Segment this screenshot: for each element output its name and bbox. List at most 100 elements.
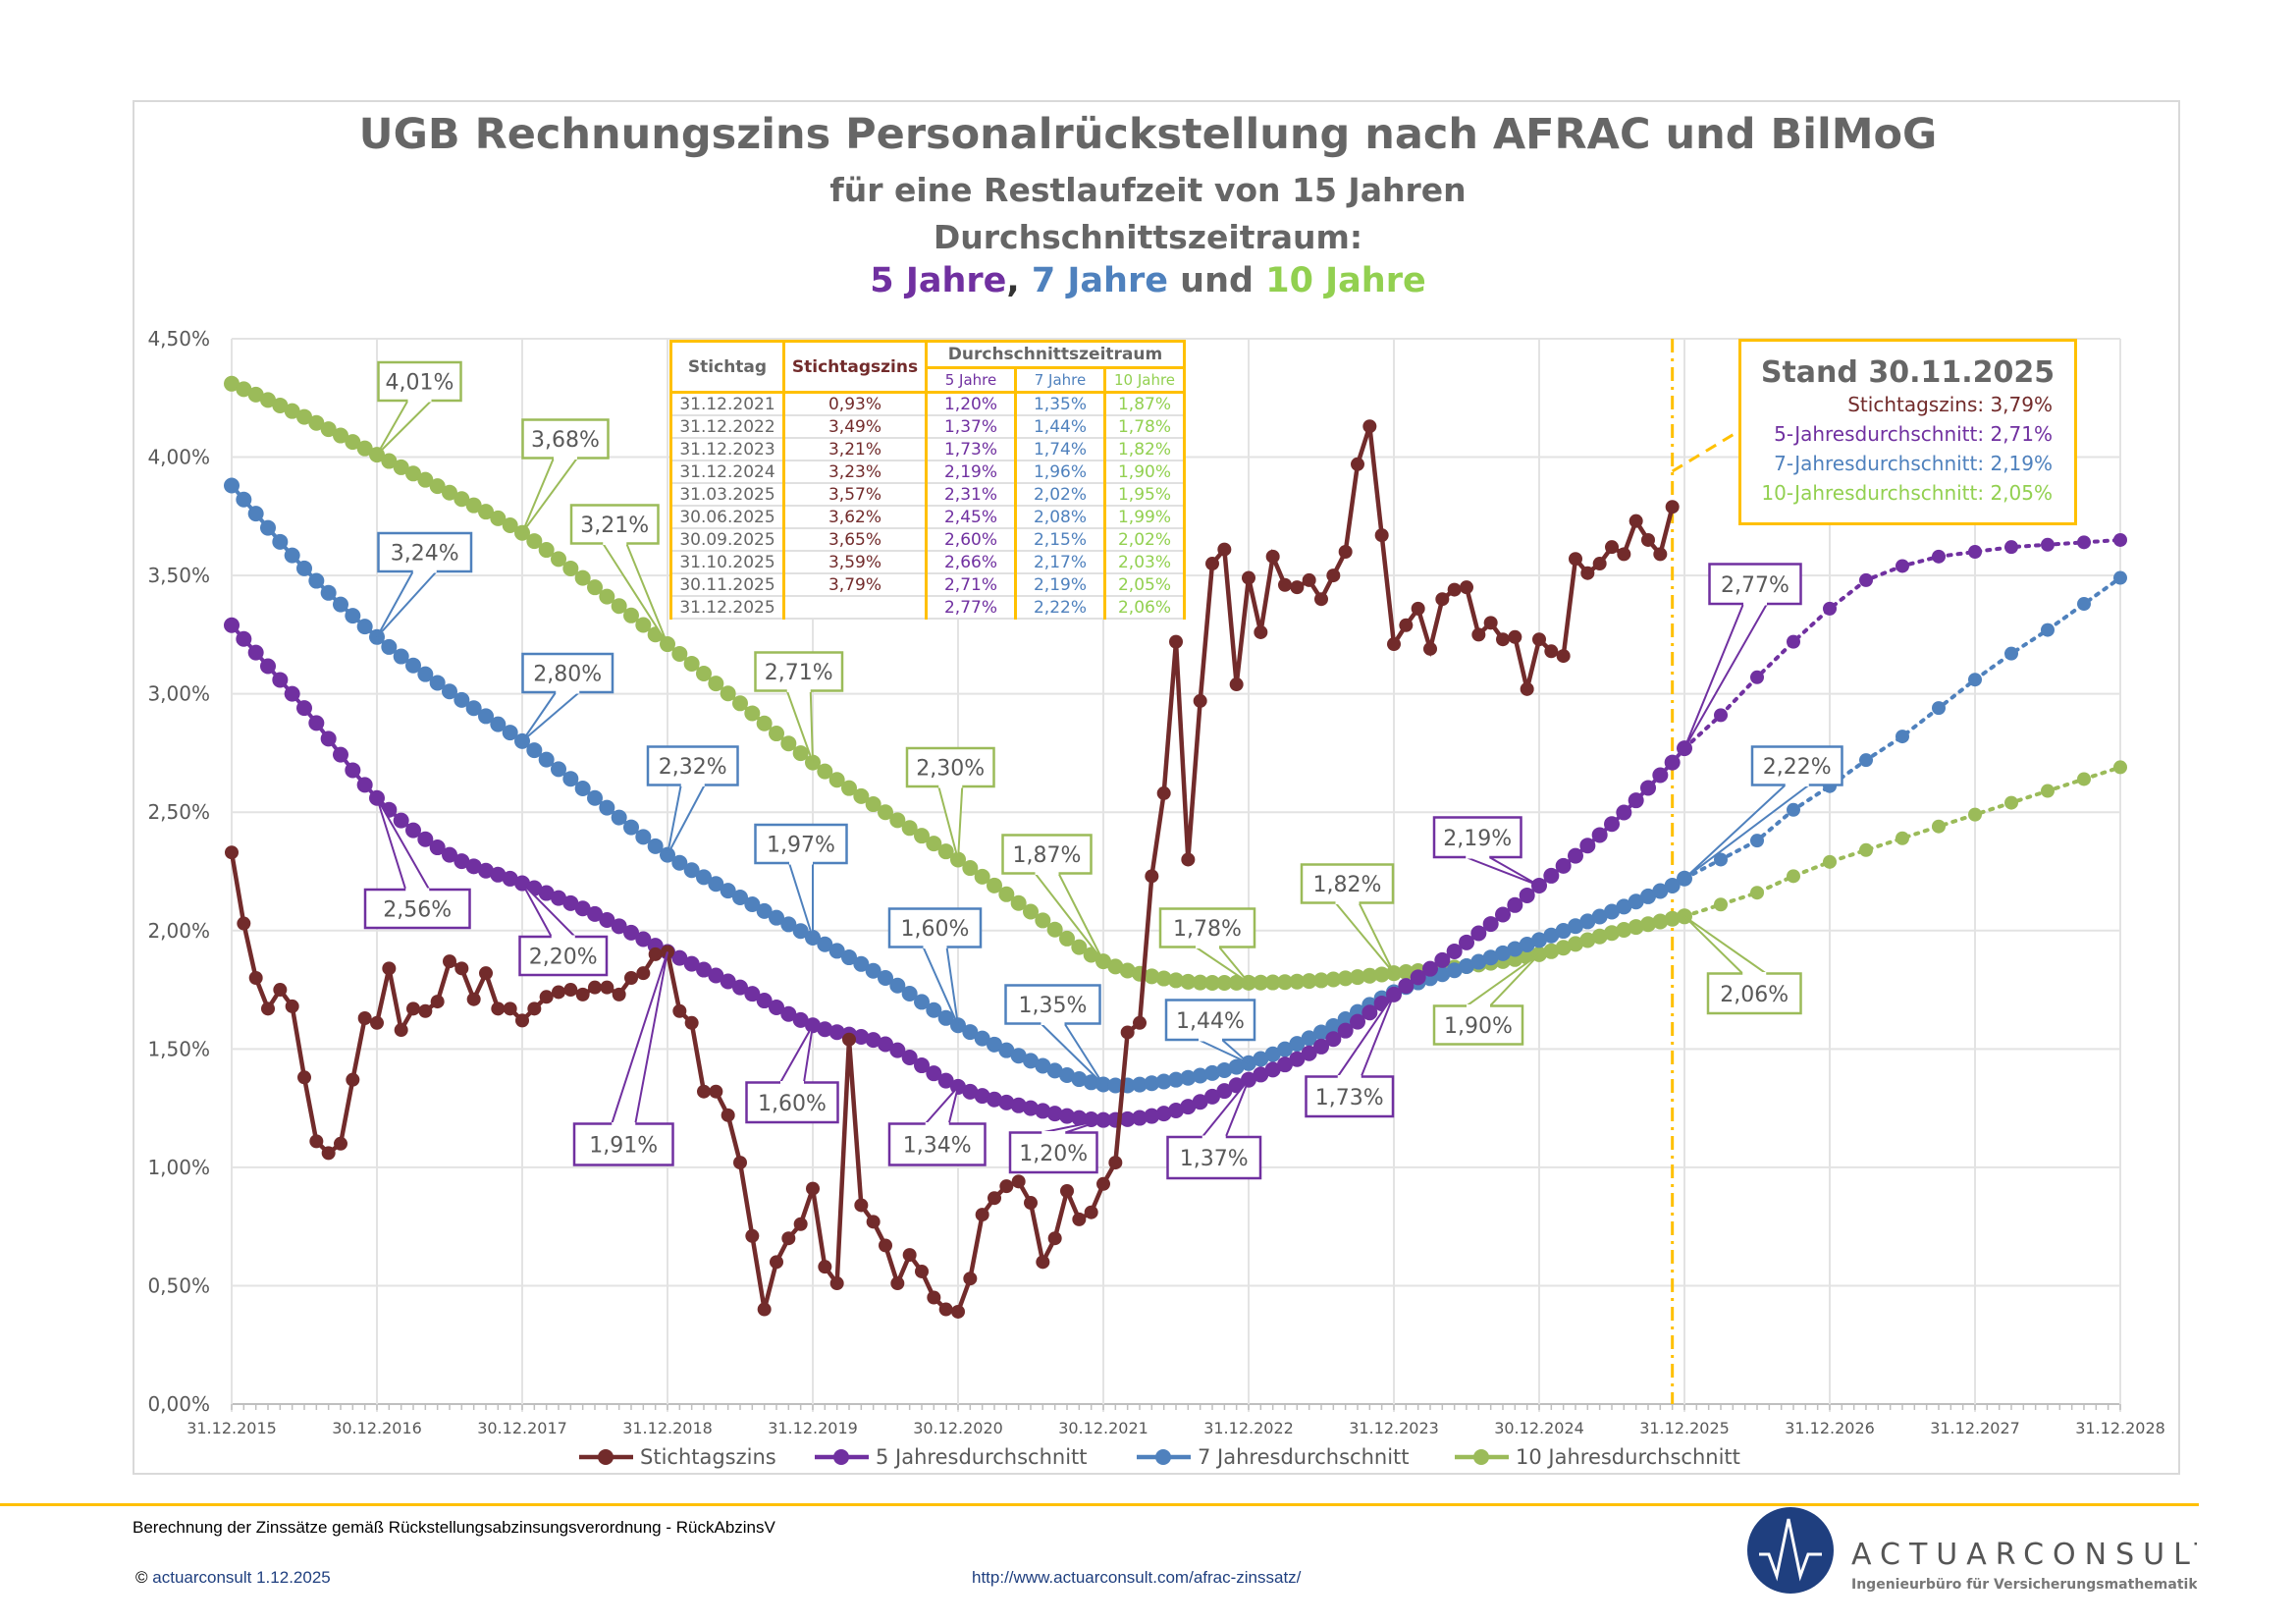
callout-label: 1,97% (767, 834, 835, 858)
callout-box (572, 1122, 674, 1166)
data-point (757, 1302, 772, 1317)
data-point (502, 517, 518, 534)
data-point (490, 866, 507, 883)
callout-y5: 2,77% (1683, 563, 1802, 749)
forecast-point (1968, 545, 1982, 559)
data-point (1253, 1051, 1269, 1067)
data-point (1264, 1046, 1281, 1062)
data-point (1460, 580, 1473, 595)
header-10: 10 Jahre (1103, 366, 1186, 394)
y-tick-label: 0,50% (147, 1273, 210, 1297)
data-point (854, 1198, 869, 1213)
table-row: 31.12.2021 0,93% 1,20% 1,35% 1,87% (669, 391, 1186, 416)
data-point (1605, 540, 1619, 555)
data-point (1119, 1110, 1136, 1127)
data-point (1313, 972, 1329, 989)
data-point (720, 883, 736, 899)
data-point (1543, 867, 1560, 884)
data-point (1229, 677, 1244, 692)
table-cell: 2,19% (1014, 572, 1106, 597)
data-point (1046, 1106, 1063, 1122)
data-point (1470, 953, 1487, 970)
data-point (502, 725, 518, 741)
table-cell: 1,73% (925, 437, 1017, 461)
callout-box (1001, 834, 1093, 875)
forecast-point (1714, 708, 1728, 723)
callout-box (1004, 984, 1101, 1025)
data-point (394, 1023, 408, 1038)
data-point (1144, 968, 1160, 985)
data-point (951, 1304, 965, 1319)
callout-pointer (1198, 1039, 1250, 1064)
data-point (296, 560, 312, 576)
data-point (1653, 547, 1668, 562)
data-point (1652, 883, 1669, 899)
callout-pointer (1683, 915, 1770, 975)
data-point (865, 1032, 881, 1049)
data-point (406, 1001, 420, 1016)
data-point (769, 909, 784, 926)
data-point (1192, 1067, 1208, 1084)
data-point (937, 1072, 954, 1089)
data-point (792, 745, 809, 762)
data-point (974, 1030, 990, 1047)
data-point (334, 1136, 347, 1151)
data-point (829, 1276, 844, 1291)
data-point (611, 809, 627, 826)
data-point (1180, 1069, 1197, 1086)
callout-pointer (521, 691, 582, 742)
data-point (1387, 637, 1401, 652)
data-point (552, 985, 565, 1000)
data-point (490, 510, 507, 526)
data-point (309, 1134, 324, 1149)
data-point (224, 617, 240, 633)
data-point (889, 1042, 906, 1058)
data-point (1132, 1076, 1148, 1093)
callout-y5: 2,19% (1432, 816, 1540, 887)
series-y5 (224, 532, 2127, 1128)
data-point (1301, 1045, 1317, 1061)
x-tick-label: 31.12.2018 (622, 1419, 713, 1437)
x-tick-label: 30.12.2021 (1058, 1419, 1148, 1437)
data-point (1350, 1013, 1365, 1030)
data-point (1519, 887, 1535, 903)
data-point (563, 983, 578, 998)
table-cell: 2,15% (1014, 527, 1106, 552)
data-point (1264, 1061, 1281, 1078)
callout-box (1158, 907, 1256, 948)
callout-y5: 2,20% (518, 882, 609, 977)
data-point (538, 885, 555, 901)
data-point (720, 973, 736, 990)
data-point (635, 931, 652, 947)
data-point (526, 742, 543, 759)
data-point (393, 648, 409, 665)
table-cell: 1,44% (1014, 414, 1106, 439)
footer-url-link[interactable]: http://www.actuarconsult.com/afrac-zinss… (972, 1568, 1302, 1587)
data-point (393, 812, 409, 829)
data-point (1640, 888, 1656, 904)
data-point (1508, 629, 1522, 644)
data-point (1024, 1196, 1038, 1211)
callout-box (745, 1081, 839, 1124)
data-point (297, 1070, 311, 1085)
callout-label: 1,37% (1180, 1147, 1249, 1171)
table-cell: 3,23% (782, 460, 928, 484)
data-point (248, 971, 263, 985)
header-zins: Stichtagszins (782, 340, 928, 394)
data-point (1411, 601, 1425, 616)
table-cell: 1,95% (1103, 482, 1186, 507)
data-point (720, 685, 736, 702)
data-point (333, 746, 348, 763)
callout-label: 2,32% (659, 755, 727, 780)
data-point (756, 715, 773, 731)
callout-label: 2,20% (529, 946, 598, 970)
data-point (538, 751, 555, 768)
data-point (1568, 918, 1583, 935)
data-point (562, 894, 579, 911)
data-point (1144, 1075, 1160, 1092)
legend-item-y10: 10 Jahresdurchschnitt (1455, 1445, 1740, 1469)
callout-y7: 1,60% (887, 907, 983, 1026)
data-point (225, 845, 239, 860)
data-point (671, 949, 688, 966)
data-point (806, 1181, 820, 1196)
